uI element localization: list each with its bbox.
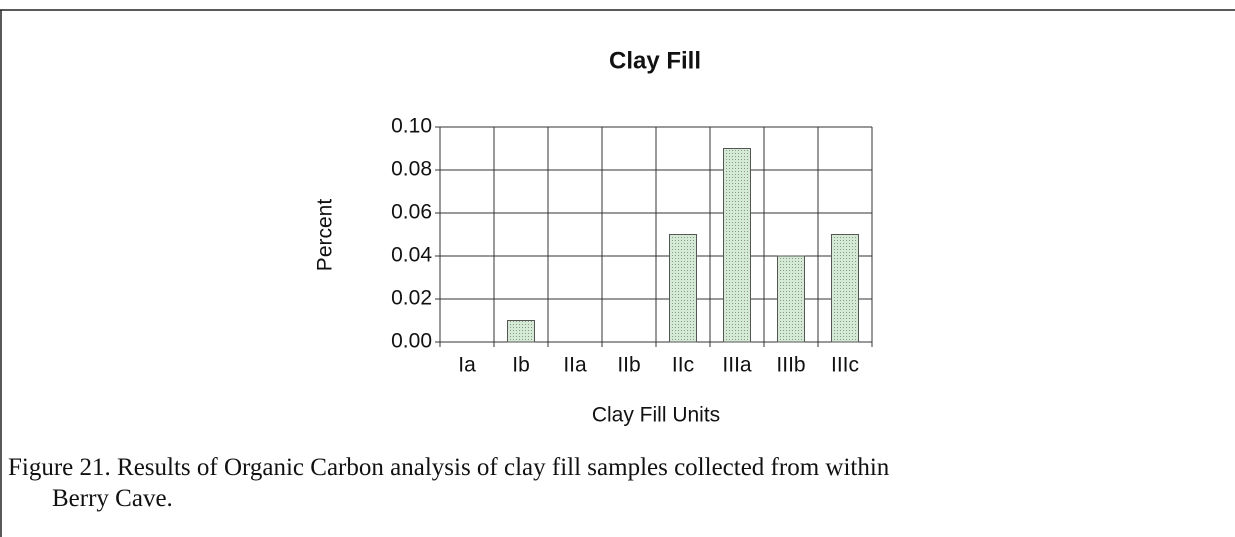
figure-caption: Figure 21. Results of Organic Carbon ana… (8, 454, 890, 512)
y-tick-label: 0.00 (391, 330, 432, 353)
x-tick-label: Ia (458, 354, 476, 377)
bar (831, 234, 859, 343)
y-tick-label: 0.02 (391, 287, 432, 310)
x-tick-label: IIb (617, 354, 640, 377)
x-tick-label: IIIb (776, 354, 805, 377)
bar (669, 234, 697, 343)
x-tick-label: IIIc (831, 354, 859, 377)
y-tick-label: 0.10 (391, 115, 432, 138)
bar (777, 255, 805, 343)
x-tick-label: IIa (563, 354, 587, 377)
y-tick-label: 0.06 (391, 201, 432, 224)
bar (723, 148, 751, 343)
bar (507, 320, 535, 343)
chart-title: Clay Fill (609, 47, 701, 74)
x-tick-label: IIIa (722, 354, 752, 377)
x-tick-label: IIc (672, 354, 694, 377)
x-tick-label: Ib (512, 354, 530, 377)
y-tick-label: 0.04 (391, 244, 432, 267)
y-axis-label: Percent (314, 199, 337, 272)
y-tick-label: 0.08 (391, 158, 432, 181)
x-axis-label: Clay Fill Units (592, 404, 720, 427)
